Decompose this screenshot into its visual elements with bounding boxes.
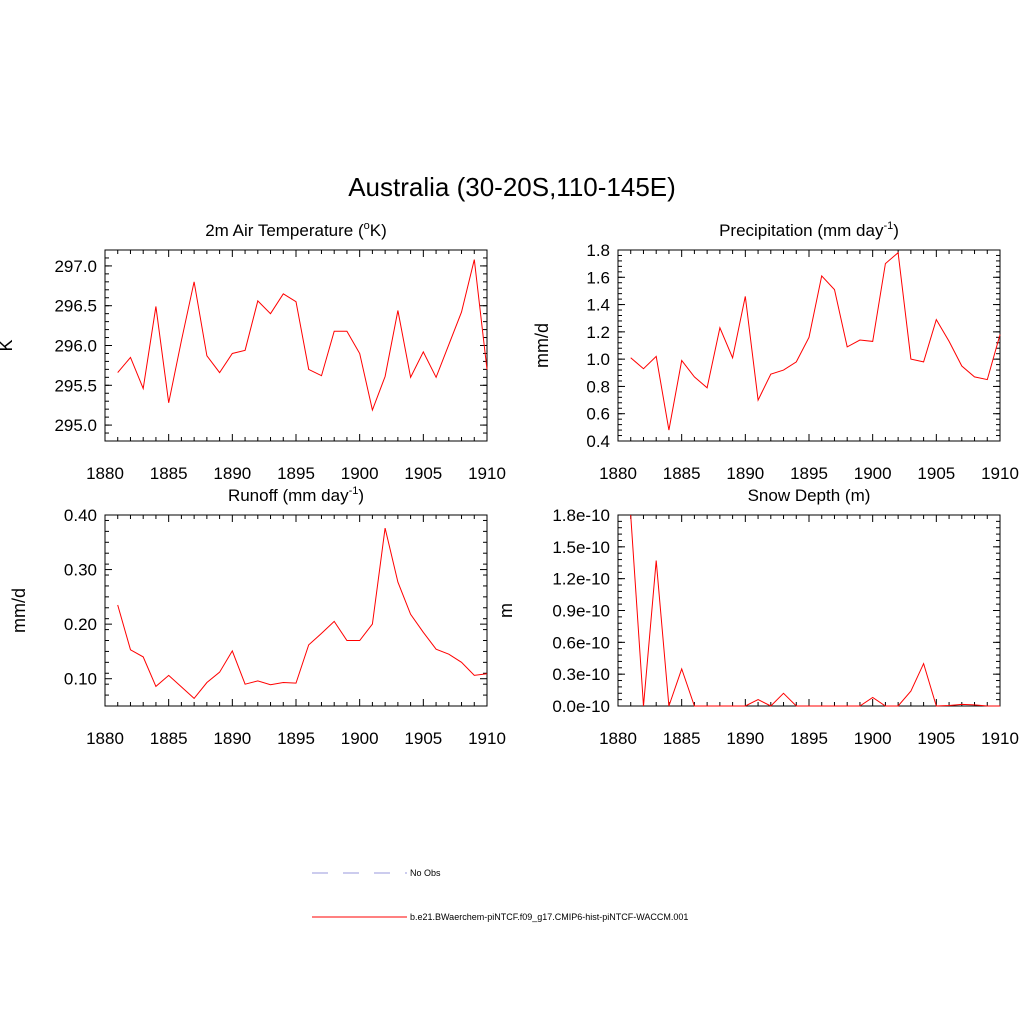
y-tick-label: 0.4: [586, 432, 610, 451]
x-tick-label: 1900: [854, 464, 892, 483]
x-tick-label: 1910: [981, 729, 1019, 748]
panel-title: Precipitation (mm day-1): [719, 220, 899, 240]
y-tick-label: 295.5: [54, 376, 97, 395]
series-line: [630, 251, 1001, 431]
y-tick-label: 0.40: [64, 506, 97, 525]
plot-frame: [617, 249, 1001, 442]
y-tick-label: 296.0: [54, 337, 97, 356]
x-tick-label: 1910: [468, 729, 506, 748]
x-tick-label: 1900: [341, 729, 379, 748]
panel-title: 2m Air Temperature (oK): [205, 220, 387, 240]
x-tick-label: 1905: [917, 464, 955, 483]
x-tick-label: 1900: [854, 729, 892, 748]
y-tick-label: 1.0: [586, 350, 610, 369]
x-tick-label: 1890: [213, 729, 251, 748]
x-tick-label: 1895: [790, 729, 828, 748]
y-tick-label: 1.2: [586, 323, 610, 342]
panel-runoff: Runoff (mm day-1) 1880 1885 1890 1895 1900 190…: [9, 485, 506, 748]
x-tick-label: 1885: [150, 729, 188, 748]
panel-title: Snow Depth (m): [748, 486, 871, 505]
plot-frame: [104, 514, 488, 707]
x-tick-label: 1880: [599, 464, 637, 483]
y-tick-label: 1.2e-10: [552, 570, 610, 589]
y-tick-label: 295.0: [54, 416, 97, 435]
x-tick-label: 1895: [277, 729, 315, 748]
y-tick-label: 297.0: [54, 257, 97, 276]
legend-label-model: b.e21.BWaerchem-piNTCF.f09_g17.CMIP6-his…: [410, 912, 688, 922]
x-tick-label: 1880: [599, 729, 637, 748]
x-tick-label: 1890: [213, 464, 251, 483]
panel-precipitation: Precipitation (mm day-1) 1880 1885 1890 1895…: [532, 220, 1019, 483]
y-tick-label: 1.6: [586, 268, 610, 287]
series-line: [117, 259, 488, 412]
panel-snow-depth: Snow Depth (m) 1880 1885 1890 1895 1900 1905 19…: [496, 486, 1019, 748]
x-tick-label: 1885: [663, 464, 701, 483]
x-tick-label: 1910: [468, 464, 506, 483]
x-tick-label: 1905: [917, 729, 955, 748]
y-tick-label: 0.30: [64, 561, 97, 580]
y-tick-label: 0.8: [586, 377, 610, 396]
panel-air-temperature: 2m Air Temperature (oK) 1880 1885 1890 1895 1…: [0, 220, 506, 483]
x-tick-label: 1900: [341, 464, 379, 483]
y-tick-label: 0.9e-10: [552, 602, 610, 621]
x-tick-label: 1905: [404, 464, 442, 483]
y-tick-label: 0.20: [64, 615, 97, 634]
y-axis-label: m: [496, 603, 516, 618]
y-axis-label: mm/d: [532, 323, 552, 368]
panel-title: Runoff (mm day-1): [228, 485, 364, 505]
y-tick-label: 1.8e-10: [552, 506, 610, 525]
x-tick-label: 1890: [726, 464, 764, 483]
y-tick-label: 0.6: [586, 405, 610, 424]
x-tick-label: 1880: [86, 729, 124, 748]
plot-frame: [104, 249, 488, 442]
series-line: [117, 527, 488, 700]
x-tick-label: 1905: [404, 729, 442, 748]
y-tick-label: 0.0e-10: [552, 697, 610, 716]
y-tick-label: 0.6e-10: [552, 633, 610, 652]
x-tick-label: 1885: [150, 464, 188, 483]
x-tick-label: 1895: [277, 464, 315, 483]
x-tick-label: 1890: [726, 729, 764, 748]
x-tick-label: 1880: [86, 464, 124, 483]
figure-title: Australia (30-20S,110-145E): [348, 172, 676, 202]
y-tick-label: 1.4: [586, 296, 610, 315]
legend: No Obs b.e21.BWaerchem-piNTCF.f09_g17.CM…: [312, 868, 688, 922]
y-tick-label: 296.5: [54, 297, 97, 316]
legend-label-no-obs: No Obs: [410, 868, 441, 878]
x-tick-label: 1895: [790, 464, 828, 483]
plot-frame: [617, 514, 1001, 707]
y-tick-label: 0.3e-10: [552, 665, 610, 684]
y-tick-label: 0.10: [64, 670, 97, 689]
y-axis-label: mm/d: [9, 588, 29, 633]
x-tick-label: 1885: [663, 729, 701, 748]
x-tick-label: 1910: [981, 464, 1019, 483]
y-tick-label: 1.8: [586, 241, 610, 260]
y-tick-label: 1.5e-10: [552, 538, 610, 557]
series-line: [630, 514, 1000, 707]
y-axis-label: K: [0, 339, 16, 351]
